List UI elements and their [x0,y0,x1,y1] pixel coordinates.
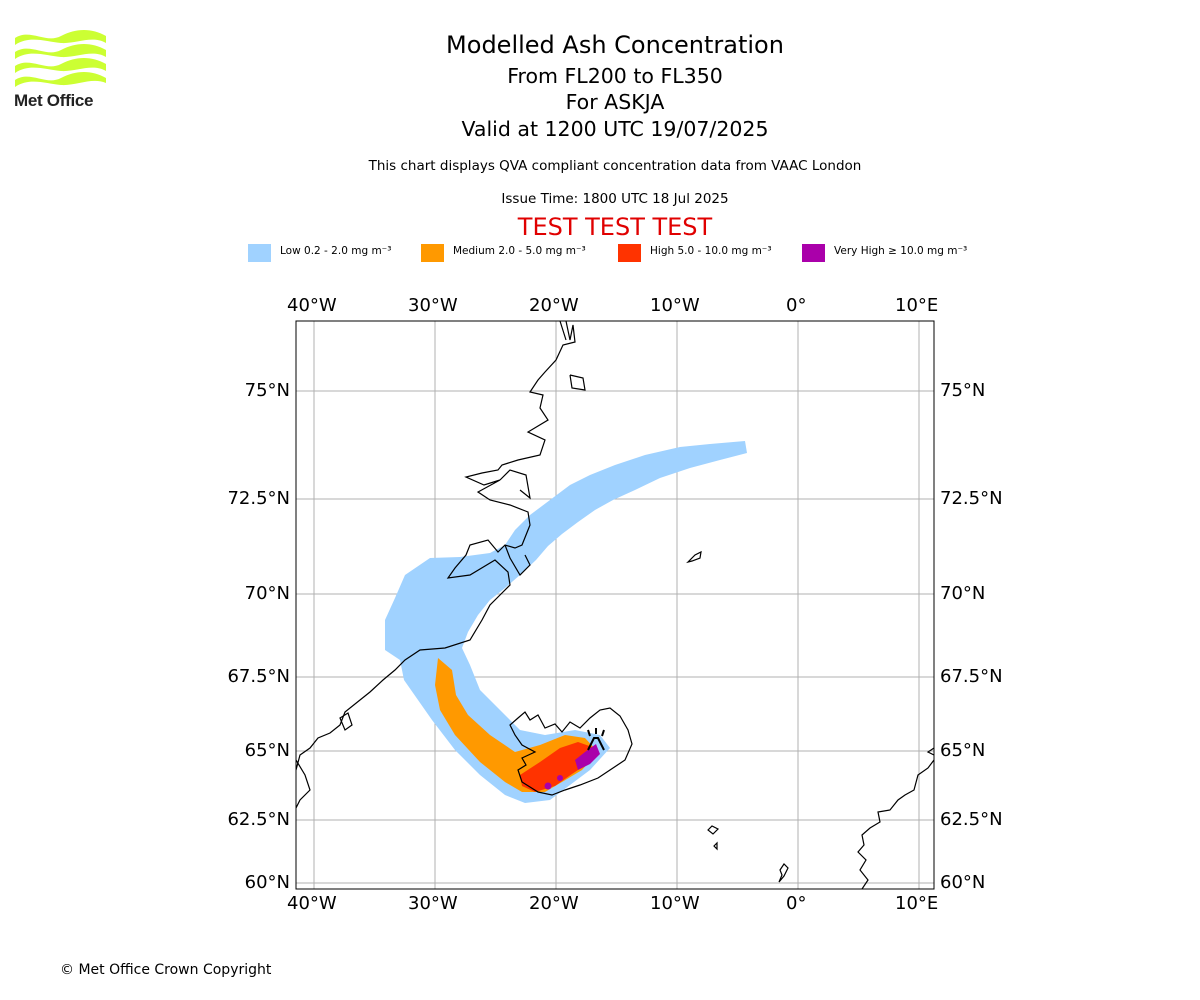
lat-tick-right: 72.5°N [940,488,1003,509]
lat-tick-right: 67.5°N [940,666,1003,687]
lat-tick-left: 62.5°N [227,809,290,830]
lon-tick-top: 20°W [529,295,579,316]
test-banner: TEST TEST TEST [517,213,713,241]
coastlines [296,321,934,889]
lat-tick-left: 70°N [244,583,290,604]
lat-tick-right: 60°N [940,872,986,893]
chart-title: Modelled Ash Concentration [446,31,784,59]
legend-swatch-medium [421,244,444,262]
lat-tick-left: 65°N [244,740,290,761]
legend-label-very-high: Very High ≥ 10.0 mg m⁻³ [834,245,968,257]
met-office-logo [15,30,106,87]
lon-tick-top: 40°W [287,295,337,316]
met-office-logo-text: Met Office [14,91,94,110]
legend-label-high: High 5.0 - 10.0 mg m⁻³ [650,245,772,257]
lat-tick-right: 70°N [940,583,986,604]
lat-tick-left: 72.5°N [227,488,290,509]
lon-tick-bottom: 40°W [287,893,337,914]
ash-very-high-area [575,744,600,770]
copyright-notice: © Met Office Crown Copyright [60,962,272,978]
volcano-name: For ASKJA [565,90,665,114]
lat-tick-right: 75°N [940,380,986,401]
volcano-icon [587,728,605,751]
lat-tick-left: 67.5°N [227,666,290,687]
legend-swatch-low [248,244,271,262]
lon-tick-bottom: 10°E [895,893,939,914]
lat-tick-right: 65°N [940,740,986,761]
legend-label-low: Low 0.2 - 2.0 mg m⁻³ [280,245,392,257]
map-frame [295,320,935,890]
lon-tick-bottom: 0° [786,893,807,914]
lon-tick-bottom: 10°W [650,893,700,914]
lat-tick-left: 75°N [244,380,290,401]
legend-label-medium: Medium 2.0 - 5.0 mg m⁻³ [453,245,586,257]
issue-time: Issue Time: 1800 UTC 18 Jul 2025 [501,191,729,207]
legend-swatch-high [618,244,641,262]
valid-time: Valid at 1200 UTC 19/07/2025 [461,117,769,141]
lon-tick-bottom: 30°W [408,893,458,914]
lat-tick-left: 60°N [244,872,290,893]
lon-tick-bottom: 20°W [529,893,579,914]
lat-tick-right: 62.5°N [940,809,1003,830]
ash-high-area [520,742,595,792]
flight-levels: From FL200 to FL350 [507,64,723,88]
lon-tick-top: 10°E [895,295,939,316]
lon-tick-top: 10°W [650,295,700,316]
lon-tick-top: 30°W [408,295,458,316]
lon-tick-top: 0° [786,295,807,316]
legend-swatch-very-high [802,244,825,262]
chart-description: This chart displays QVA compliant concen… [368,158,862,174]
ash-low-area [385,441,747,803]
gridlines [296,321,934,889]
